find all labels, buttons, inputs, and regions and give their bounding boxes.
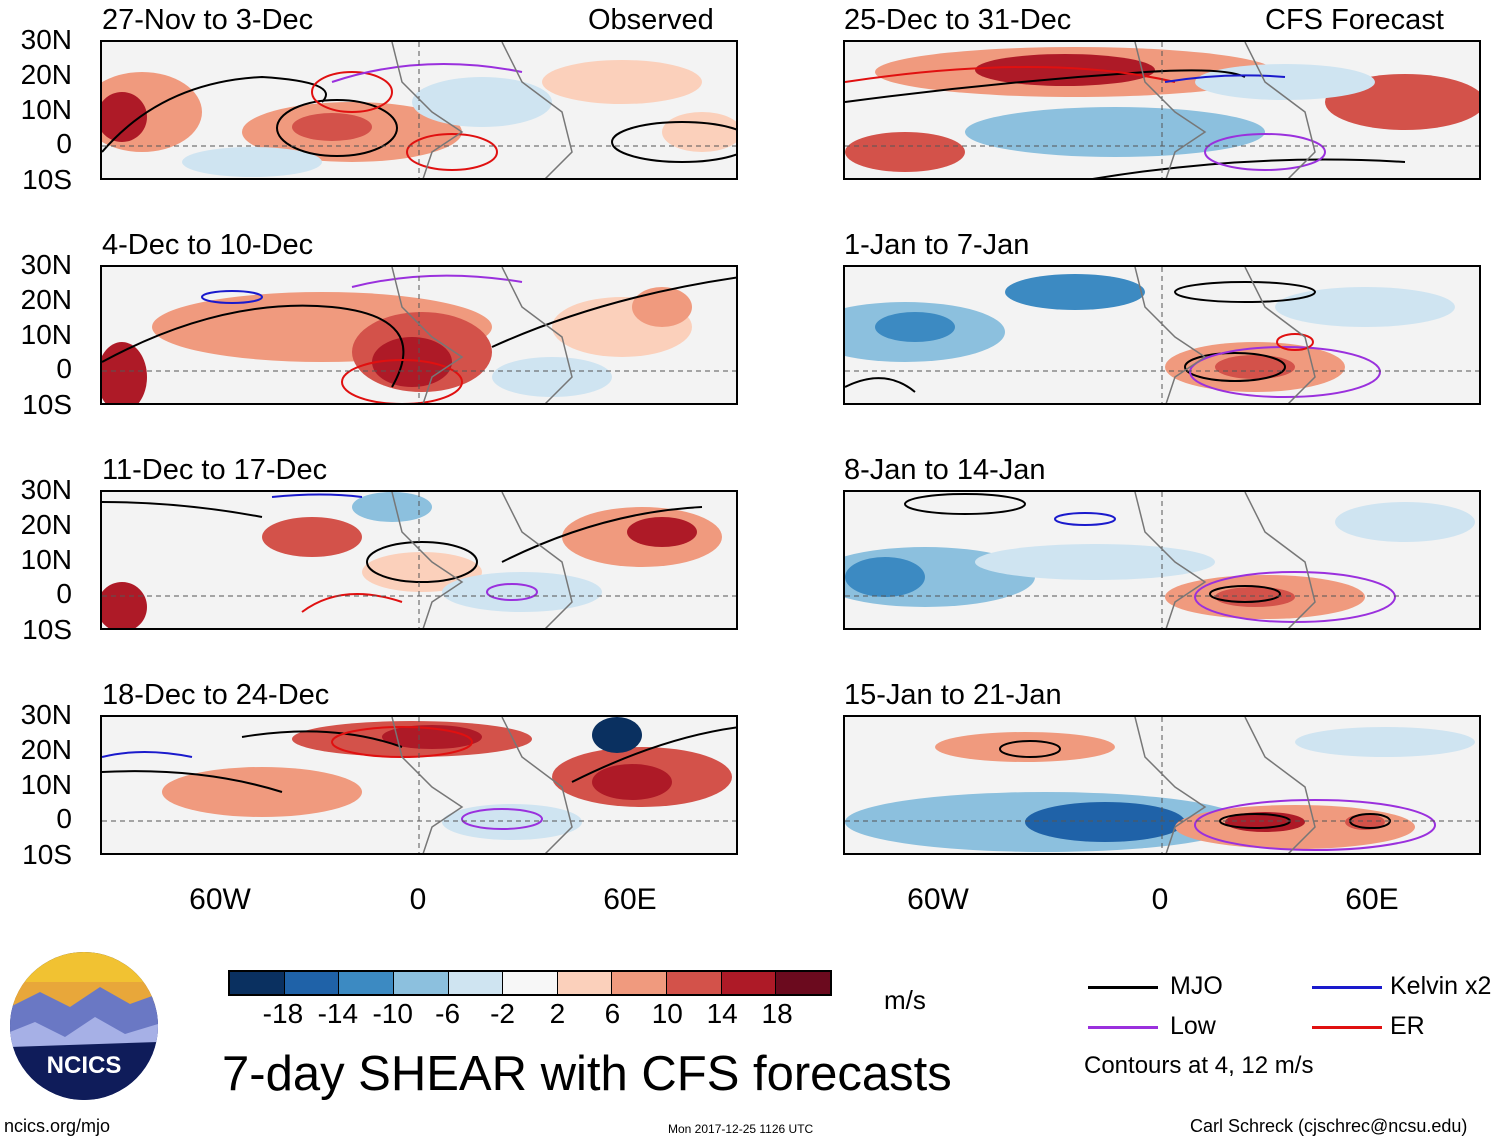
map-panel-right-1: [843, 40, 1481, 180]
legend-line-mjo: [1088, 986, 1158, 989]
colorbar-label-8: 14: [706, 998, 738, 1029]
panel-title-left-4: 18-Dec to 24-Dec: [102, 679, 330, 711]
colorbar-label-7: 10: [651, 998, 683, 1029]
main-title: 7-day SHEAR with CFS forecasts: [222, 1047, 952, 1101]
y-tick-row2-1: 20N: [20, 284, 72, 315]
y-tick-row3-3: 0: [56, 578, 72, 609]
legend-line-er: [1312, 1026, 1382, 1029]
y-tick-row1-3: 0: [56, 128, 72, 159]
map-panel-left-1: [100, 40, 738, 180]
map-panel-left-3: [100, 490, 738, 630]
colorbar-label-0: -18: [262, 998, 304, 1029]
x-tick-right-60w: 60W: [907, 883, 969, 916]
panel-title-right-1: 25-Dec to 31-Dec: [844, 4, 1072, 36]
colorbar-label-6: 6: [604, 998, 621, 1029]
colorbar-swatch-9: [721, 972, 777, 994]
footer-author: Carl Schreck (cjschrec@ncsu.edu): [1190, 1116, 1468, 1136]
y-tick-row1-0: 30N: [20, 24, 72, 55]
colorbar-label-1: -14: [317, 998, 359, 1029]
panel-title-left-2: 4-Dec to 10-Dec: [102, 229, 314, 261]
panel-title-left-3: 11-Dec to 17-Dec: [102, 454, 328, 486]
colorbar-swatch-3: [393, 972, 449, 994]
y-tick-row2-2: 10N: [20, 319, 72, 350]
map-panel-right-3: [843, 490, 1481, 630]
colorbar-label-5: 2: [549, 998, 566, 1029]
ncics-logo: NCICS: [10, 952, 158, 1100]
colorbar-swatch-8: [667, 972, 722, 994]
map-panel-right-4: [843, 715, 1481, 855]
panel-title-right-2: 1-Jan to 7-Jan: [844, 229, 1030, 261]
map-panel-left-4: [100, 715, 738, 855]
colorbar-swatch-5: [503, 972, 558, 994]
y-tick-row3-2: 10N: [20, 544, 72, 575]
colorbar-swatch-0: [230, 972, 285, 994]
x-tick-right-60e: 60E: [1345, 883, 1399, 916]
y-tick-row4-1: 20N: [20, 734, 72, 765]
contours-note: Contours at 4, 12 m/s: [1084, 1052, 1314, 1079]
colorbar-swatch-1: [284, 972, 340, 994]
observed-label: Observed: [588, 4, 714, 36]
legend-label-er: ER: [1390, 1012, 1425, 1040]
x-tick-left-60w: 60W: [189, 883, 251, 916]
y-tick-row3-1: 20N: [20, 509, 72, 540]
colorbar-unit: m/s: [884, 985, 926, 1015]
colorbar: [228, 970, 832, 996]
map-panel-right-2: [843, 265, 1481, 405]
y-tick-row2-0: 30N: [20, 249, 72, 280]
map-panel-left-2: [100, 265, 738, 405]
y-tick-row3-4: 10S: [22, 614, 72, 645]
colorbar-label-4: -2: [490, 998, 515, 1029]
x-tick-left-60e: 60E: [603, 883, 657, 916]
footer-timestamp: Mon 2017-12-25 1126 UTC: [668, 1122, 814, 1136]
colorbar-swatch-2: [339, 972, 394, 994]
panel-title-left-1: 27-Nov to 3-Dec: [102, 4, 314, 36]
colorbar-swatch-4: [448, 972, 504, 994]
y-tick-row1-1: 20N: [20, 59, 72, 90]
x-tick-right-0: 0: [1151, 883, 1169, 916]
y-tick-row3-0: 30N: [20, 474, 72, 505]
legend-label-mjo: MJO: [1170, 972, 1223, 1000]
colorbar-swatch-10: [776, 972, 831, 994]
colorbar-label-3: -6: [435, 998, 461, 1029]
colorbar-swatch-6: [557, 972, 613, 994]
panel-title-right-4: 15-Jan to 21-Jan: [844, 679, 1062, 711]
colorbar-swatch-7: [612, 972, 668, 994]
y-tick-row4-3: 0: [56, 803, 72, 834]
legend-line-kelvin: [1312, 986, 1382, 989]
x-tick-left-0: 0: [409, 883, 427, 916]
y-tick-row4-0: 30N: [20, 699, 72, 730]
logo-text: NCICS: [46, 1052, 122, 1079]
legend-label-kelvin: Kelvin x2: [1390, 972, 1492, 1000]
footer-url[interactable]: ncics.org/mjo: [4, 1116, 111, 1136]
y-tick-row1-2: 10N: [20, 94, 72, 125]
y-tick-row2-3: 0: [56, 353, 72, 384]
y-tick-row1-4: 10S: [22, 164, 72, 195]
colorbar-label-9: 18: [761, 998, 793, 1029]
legend-label-low: Low: [1170, 1012, 1216, 1040]
panel-title-right-3: 8-Jan to 14-Jan: [844, 454, 1046, 486]
cfs-forecast-label: CFS Forecast: [1265, 4, 1444, 36]
y-tick-row4-2: 10N: [20, 769, 72, 800]
colorbar-label-2: -10: [372, 998, 413, 1029]
legend-line-low: [1088, 1026, 1158, 1029]
y-tick-row4-4: 10S: [22, 839, 72, 870]
y-tick-row2-4: 10S: [22, 389, 72, 420]
